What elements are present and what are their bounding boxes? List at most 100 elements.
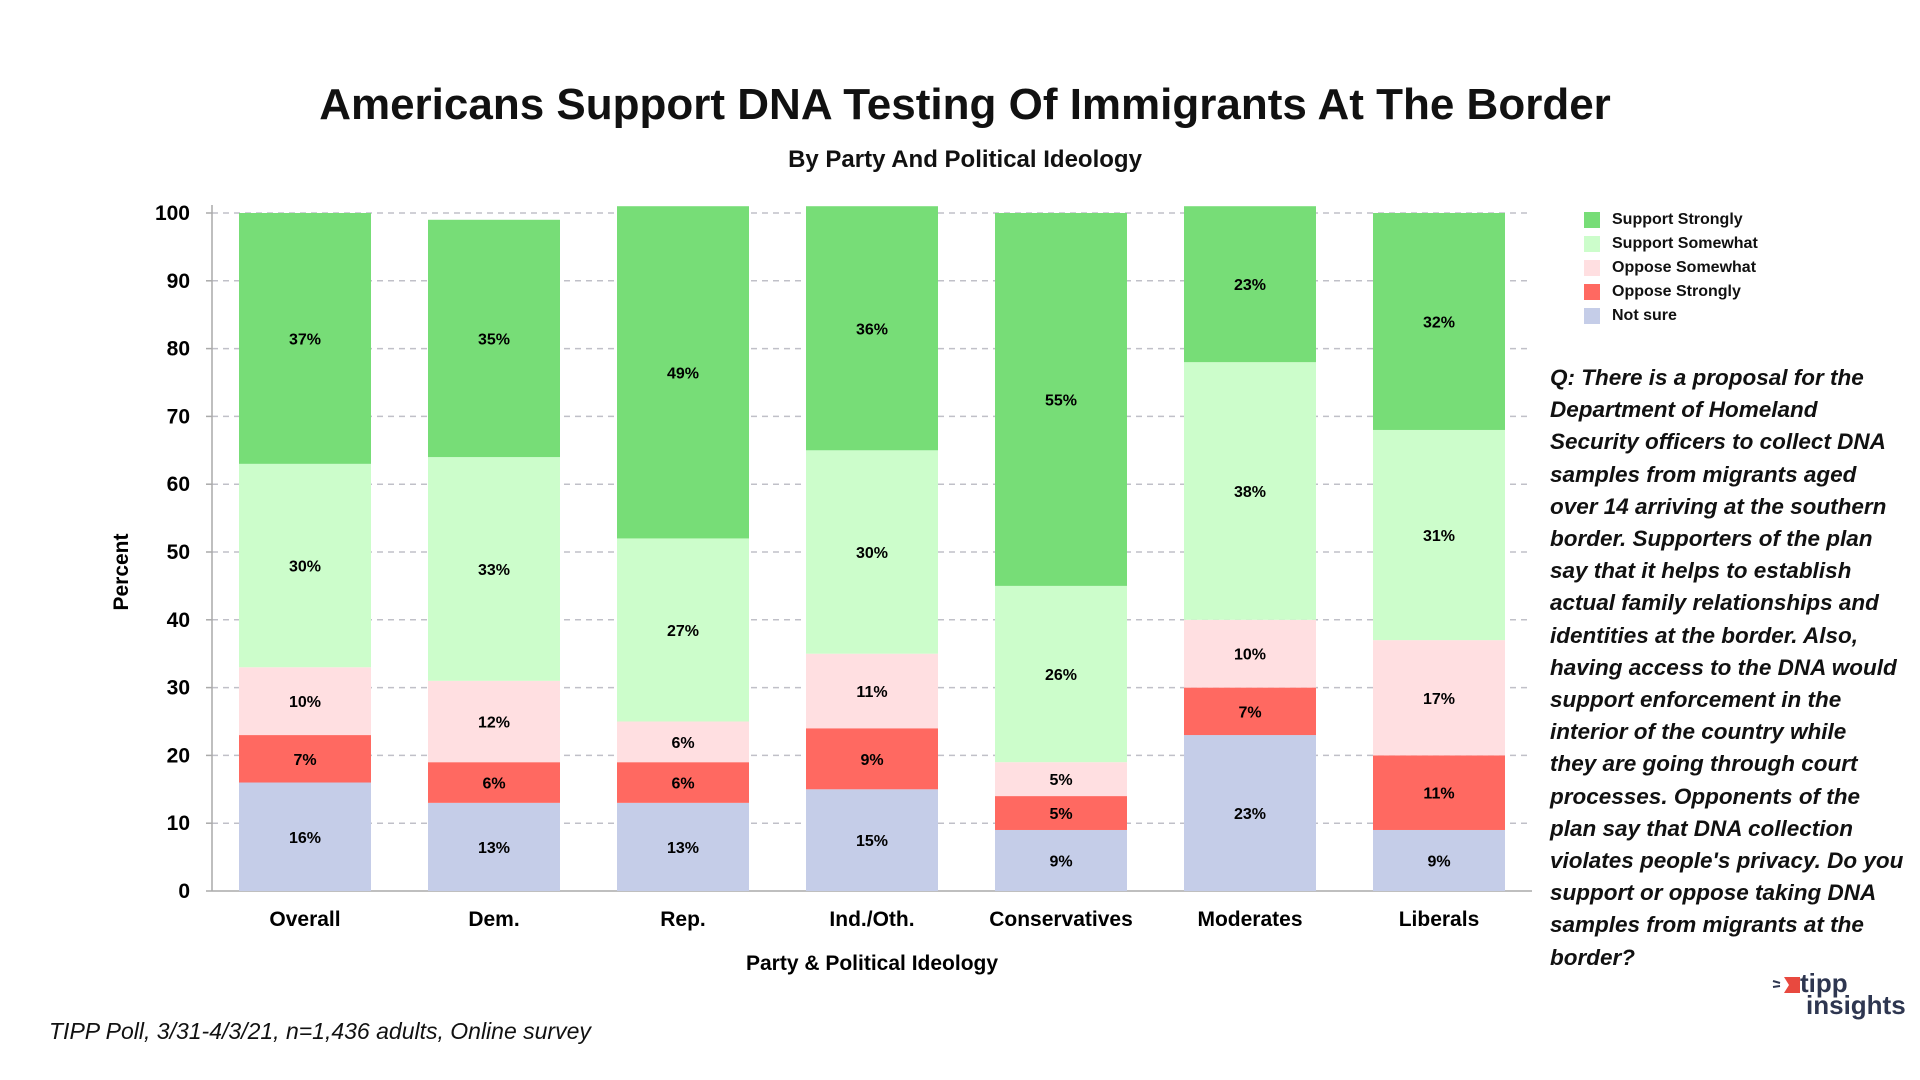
legend-label: Oppose Strongly: [1612, 283, 1741, 300]
x-tick-label: Moderates: [1197, 908, 1302, 931]
data-label: 10%: [1234, 647, 1266, 664]
y-tick-label: 40: [167, 609, 190, 632]
x-tick-label: Conservatives: [989, 908, 1133, 931]
question-line: Department of Homeland: [1550, 397, 1818, 423]
legend-swatch: [1584, 308, 1600, 324]
data-label: 5%: [1049, 806, 1072, 823]
question-line: samples from migrants at the: [1550, 912, 1864, 938]
data-label: 30%: [289, 559, 321, 576]
chart-title: Americans Support DNA Testing Of Immigra…: [319, 80, 1611, 129]
data-label: 26%: [1045, 667, 1077, 684]
bar-segment-support-strongly: [995, 213, 1127, 586]
data-label: 15%: [856, 833, 888, 850]
y-tick-label: 80: [167, 338, 190, 361]
data-label: 32%: [1423, 314, 1455, 331]
data-label: 37%: [289, 331, 321, 348]
data-label: 10%: [289, 694, 321, 711]
bar-segment-not-sure: [806, 789, 938, 891]
data-label: 13%: [667, 840, 699, 857]
y-tick-label: 60: [167, 473, 190, 496]
bar-segment-oppose-strongly: [617, 762, 749, 803]
y-tick-label: 100: [155, 202, 190, 225]
chart-subtitle: By Party And Political Ideology: [788, 146, 1142, 173]
data-label: 6%: [671, 735, 694, 752]
bar-segment-support-strongly: [1184, 206, 1316, 363]
question-line: over 14 arriving at the southern: [1550, 493, 1887, 519]
legend-label: Support Somewhat: [1612, 235, 1758, 252]
legend-item: Support Somewhat: [1584, 232, 1758, 256]
question-line: they are going through court: [1550, 751, 1858, 777]
data-label: 55%: [1045, 392, 1077, 409]
bar-segment-oppose-strongly: [428, 762, 560, 803]
question-line: support or oppose taking DNA: [1550, 880, 1877, 906]
bar-segment-oppose-strongly: [995, 796, 1127, 830]
bar-segment-oppose-somewhat: [1184, 619, 1316, 688]
y-tick-label: 10: [167, 812, 190, 835]
legend-item: Not sure: [1584, 304, 1758, 328]
question-line: samples from migrants aged: [1550, 461, 1857, 487]
bar-segment-support-somewhat: [239, 463, 371, 668]
bar-segment-support-somewhat: [617, 538, 749, 722]
bar-segment-oppose-somewhat: [995, 762, 1127, 797]
question-line: support enforcement in the: [1550, 687, 1842, 713]
bar-segment-oppose-strongly: [1373, 755, 1505, 830]
y-axis-title: Percent: [110, 533, 133, 610]
data-label: 17%: [1423, 691, 1455, 708]
question-line: Q: There is a proposal for the: [1550, 365, 1864, 390]
legend-label: Support Strongly: [1612, 211, 1743, 228]
legend-label: Oppose Somewhat: [1612, 259, 1757, 276]
data-label: 49%: [667, 365, 699, 382]
question-line: border?: [1550, 944, 1636, 970]
bar-segment-support-somewhat: [995, 585, 1127, 763]
data-label: 23%: [1234, 806, 1266, 823]
x-axis-title: Party & Political Ideology: [746, 952, 998, 975]
bar-segment-oppose-somewhat: [806, 653, 938, 729]
y-tick-label: 90: [167, 270, 190, 293]
bar-segment-support-somewhat: [806, 450, 938, 654]
data-label: 35%: [478, 331, 510, 348]
data-label: 6%: [671, 776, 694, 793]
data-label: 13%: [478, 840, 510, 857]
bar-segment-not-sure: [239, 782, 371, 891]
data-label: 38%: [1234, 484, 1266, 501]
data-label: 27%: [667, 623, 699, 640]
bar-segment-support-strongly: [428, 219, 560, 458]
bar-segment-oppose-somewhat: [239, 667, 371, 736]
x-tick-label: Rep.: [660, 908, 706, 931]
bar-segment-oppose-strongly: [1184, 687, 1316, 736]
legend-swatch: [1584, 284, 1600, 300]
data-label: 9%: [860, 752, 883, 769]
bar-segment-not-sure: [1184, 735, 1316, 891]
y-tick-label: 70: [167, 405, 190, 428]
bar-segment-support-strongly: [806, 206, 938, 451]
y-tick-label: 30: [167, 677, 190, 700]
question-line: actual family relationships and: [1550, 590, 1879, 616]
question-line: border. Supporters of the plan: [1550, 526, 1873, 552]
data-label: 33%: [478, 562, 510, 579]
survey-question: Q: There is a proposal for the Department…: [1550, 362, 1903, 974]
bar-segment-support-strongly: [239, 213, 371, 464]
question-line: plan say that DNA collection: [1550, 815, 1853, 841]
data-label: 7%: [1238, 704, 1261, 721]
bar-segment-not-sure: [1373, 829, 1505, 891]
data-label: 9%: [1049, 853, 1072, 870]
x-tick-label: Dem.: [468, 908, 519, 931]
data-label: 11%: [856, 684, 887, 701]
data-label: 12%: [478, 715, 510, 732]
bar-segment-oppose-somewhat: [428, 680, 560, 763]
bar-segment-oppose-strongly: [239, 735, 371, 783]
data-label: 31%: [1423, 528, 1455, 545]
data-label: 11%: [1423, 786, 1454, 803]
y-tick-label: 0: [178, 880, 190, 903]
legend-item: Oppose Strongly: [1584, 280, 1758, 304]
x-tick-label: Liberals: [1399, 908, 1480, 931]
bar-segment-oppose-strongly: [806, 728, 938, 790]
data-label: 23%: [1234, 277, 1266, 294]
data-label: 36%: [856, 321, 888, 338]
x-tick-label: Ind./Oth.: [829, 908, 914, 931]
logo-text-insights: insights: [1806, 990, 1906, 1020]
x-tick-label: Overall: [269, 908, 340, 931]
legend-swatch: [1584, 260, 1600, 276]
data-label: 6%: [482, 776, 505, 793]
